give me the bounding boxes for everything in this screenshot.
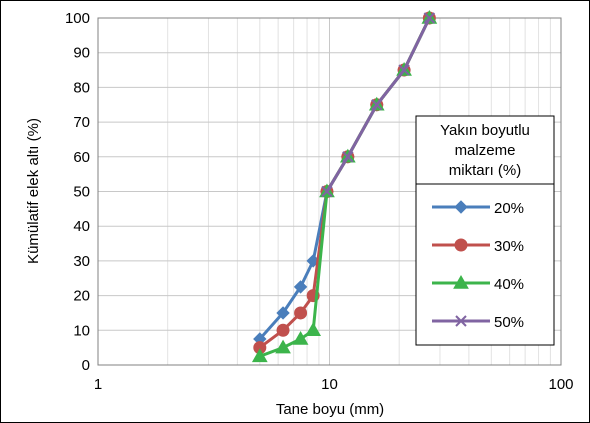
legend-entry-4: 50% bbox=[432, 314, 524, 331]
x-tick-label: 100 bbox=[548, 376, 573, 393]
data-point bbox=[276, 323, 290, 337]
legend-swatch-marker bbox=[453, 274, 469, 289]
legend-title-line-2: malzeme bbox=[455, 142, 516, 159]
series-layer bbox=[251, 9, 438, 363]
x-marker-stroke bbox=[321, 185, 333, 198]
data-point bbox=[294, 306, 308, 320]
legend-entry-2: 30% bbox=[432, 238, 524, 255]
y-tick-label: 30 bbox=[73, 253, 90, 270]
y-tick-label: 70 bbox=[73, 114, 90, 131]
legend-label: 20% bbox=[494, 200, 524, 217]
legend-entries-box bbox=[415, 183, 555, 346]
legend-entry-1: 20% bbox=[432, 200, 524, 217]
x-marker-stroke bbox=[455, 315, 467, 327]
y-axis-title: Kümülatif elek altı (%) bbox=[25, 118, 42, 264]
y-tick-label: 0 bbox=[82, 357, 90, 374]
legend-label: 30% bbox=[494, 238, 524, 255]
x-tick-label: 1 bbox=[94, 376, 102, 393]
data-point bbox=[371, 99, 383, 111]
x-marker-stroke bbox=[371, 99, 383, 111]
x-tick-label: 10 bbox=[321, 376, 338, 393]
data-point bbox=[292, 330, 309, 345]
data-point bbox=[275, 339, 291, 354]
legend-title-line-1: Yakın boyutlu bbox=[440, 122, 530, 139]
x-marker-stroke bbox=[423, 12, 436, 24]
x-axis-title: Tane boyu (mm) bbox=[276, 401, 384, 418]
legend-label: 50% bbox=[494, 314, 524, 331]
series-4 bbox=[321, 12, 436, 198]
y-axis-ticks: 0 10 20 30 40 50 60 70 80 90 100 bbox=[65, 10, 90, 374]
y-tick-label: 60 bbox=[73, 149, 90, 166]
y-tick-label: 100 bbox=[65, 10, 90, 27]
y-tick-label: 90 bbox=[73, 45, 90, 62]
legend-title-box bbox=[415, 115, 555, 185]
data-point bbox=[251, 348, 268, 363]
plot-area bbox=[97, 17, 562, 366]
data-point bbox=[342, 151, 354, 163]
legend-entries: 20% 30% 40% 50% bbox=[432, 200, 524, 331]
x-marker-stroke bbox=[398, 64, 410, 76]
legend-title-line-3: miktarı (%) bbox=[449, 162, 522, 179]
data-point bbox=[305, 322, 322, 337]
legend-swatch-marker bbox=[454, 200, 468, 214]
legend-label: 40% bbox=[494, 276, 524, 293]
legend-swatch-marker bbox=[454, 238, 468, 252]
data-point bbox=[423, 12, 436, 24]
data-point bbox=[398, 64, 410, 76]
y-tick-label: 20 bbox=[73, 288, 90, 305]
x-marker-stroke bbox=[342, 151, 354, 163]
data-point bbox=[293, 280, 308, 294]
data-point bbox=[321, 185, 333, 198]
legend-swatch-marker bbox=[455, 315, 467, 327]
y-tick-label: 40 bbox=[73, 218, 90, 235]
legend: Yakın boyutlu malzeme miktarı (%) 20% 30%… bbox=[415, 115, 555, 346]
x-axis-ticks: 1 10 100 bbox=[94, 376, 574, 393]
y-tick-label: 50 bbox=[73, 184, 90, 201]
y-tick-label: 10 bbox=[73, 322, 90, 339]
data-point bbox=[276, 306, 290, 320]
y-tick-label: 80 bbox=[73, 79, 90, 96]
legend-entry-3: 40% bbox=[432, 274, 524, 293]
